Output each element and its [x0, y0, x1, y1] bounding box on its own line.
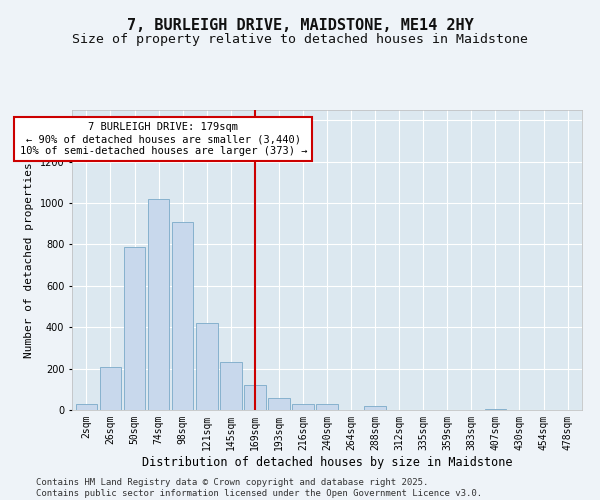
Bar	[124, 246, 145, 410]
Bar	[244, 385, 266, 410]
Bar	[485, 409, 506, 410]
Text: 7 BURLEIGH DRIVE: 179sqm
← 90% of detached houses are smaller (3,440)
10% of sem: 7 BURLEIGH DRIVE: 179sqm ← 90% of detach…	[20, 122, 307, 156]
Bar	[196, 323, 218, 410]
Bar	[100, 366, 121, 410]
Bar	[364, 406, 386, 410]
Bar	[148, 199, 169, 410]
Text: Size of property relative to detached houses in Maidstone: Size of property relative to detached ho…	[72, 32, 528, 46]
Bar	[172, 222, 193, 410]
Y-axis label: Number of detached properties: Number of detached properties	[24, 162, 34, 358]
Bar	[268, 398, 290, 410]
Text: Contains HM Land Registry data © Crown copyright and database right 2025.
Contai: Contains HM Land Registry data © Crown c…	[36, 478, 482, 498]
X-axis label: Distribution of detached houses by size in Maidstone: Distribution of detached houses by size …	[142, 456, 512, 468]
Bar	[292, 404, 314, 410]
Bar	[316, 404, 338, 410]
Bar	[220, 362, 242, 410]
Text: 7, BURLEIGH DRIVE, MAIDSTONE, ME14 2HY: 7, BURLEIGH DRIVE, MAIDSTONE, ME14 2HY	[127, 18, 473, 32]
Bar	[76, 404, 97, 410]
